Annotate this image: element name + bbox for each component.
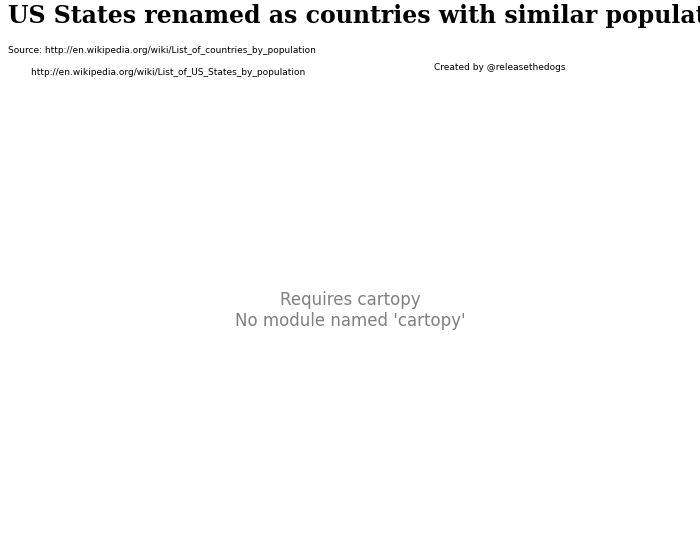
Text: Source: http://en.wikipedia.org/wiki/List_of_countries_by_population: Source: http://en.wikipedia.org/wiki/Lis… [8, 46, 316, 55]
Text: Requires cartopy
No module named 'cartopy': Requires cartopy No module named 'cartop… [234, 292, 466, 330]
Text: US States renamed as countries with similar populations: US States renamed as countries with simi… [8, 4, 700, 28]
Text: http://en.wikipedia.org/wiki/List_of_US_States_by_population: http://en.wikipedia.org/wiki/List_of_US_… [8, 68, 306, 77]
Text: Created by @releasethedogs: Created by @releasethedogs [434, 63, 566, 72]
